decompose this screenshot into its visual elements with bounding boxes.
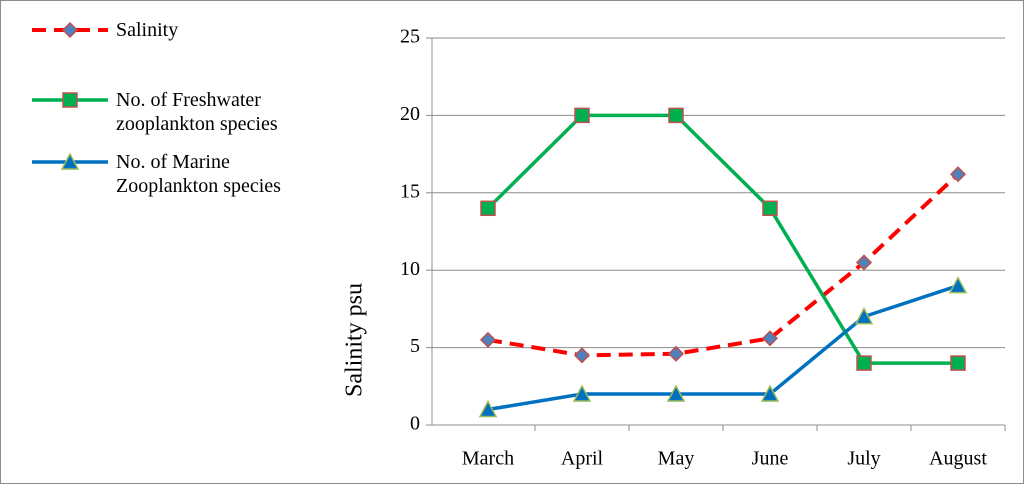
legend-icon bbox=[32, 152, 108, 170]
marker bbox=[61, 21, 79, 39]
marker bbox=[668, 107, 684, 124]
y-tick-label: 10 bbox=[400, 258, 420, 280]
legend-label: No. of Freshwater zooplankton species bbox=[116, 89, 278, 135]
y-tick-label: 15 bbox=[400, 180, 420, 202]
legend-entry: No. of Freshwater zooplankton species bbox=[30, 88, 306, 136]
marker bbox=[478, 399, 498, 418]
series-line bbox=[486, 113, 958, 365]
series-line bbox=[487, 284, 959, 412]
y-tick-label: 5 bbox=[410, 335, 420, 357]
marker bbox=[479, 331, 497, 348]
marker bbox=[856, 355, 872, 371]
legend-label: Salinity bbox=[116, 19, 179, 41]
marker bbox=[573, 347, 591, 364]
y-tick-label: 20 bbox=[400, 103, 420, 125]
legend-entry: Salinity bbox=[30, 18, 316, 42]
legend-entry: No. of Marine Zooplankton species bbox=[30, 150, 306, 198]
x-tick-label: May bbox=[658, 448, 695, 470]
marker bbox=[480, 200, 496, 217]
x-tick-label: July bbox=[847, 448, 880, 470]
y-axis-label: Salinity psu bbox=[342, 283, 368, 397]
marker bbox=[762, 200, 778, 217]
marker bbox=[855, 254, 873, 271]
legend-icon bbox=[32, 92, 108, 108]
x-tick-label: June bbox=[752, 448, 789, 470]
legend-icon bbox=[32, 21, 108, 39]
marker bbox=[949, 166, 967, 183]
x-tick-label: March bbox=[462, 448, 514, 470]
series-line bbox=[487, 172, 960, 358]
marker bbox=[572, 384, 592, 402]
marker bbox=[666, 384, 686, 402]
legend-label: No. of Marine Zooplankton species bbox=[116, 151, 281, 197]
marker bbox=[950, 355, 966, 371]
marker bbox=[667, 345, 685, 362]
marker bbox=[760, 384, 780, 402]
y-tick-label: 0 bbox=[410, 413, 420, 435]
x-tick-label: April bbox=[561, 448, 604, 470]
marker bbox=[948, 276, 968, 294]
marker bbox=[574, 107, 590, 124]
marker bbox=[62, 92, 78, 108]
marker bbox=[761, 330, 779, 347]
y-tick-label: 25 bbox=[400, 26, 420, 48]
marker bbox=[854, 307, 874, 325]
x-tick-label: August bbox=[929, 448, 987, 470]
marker bbox=[60, 152, 80, 170]
